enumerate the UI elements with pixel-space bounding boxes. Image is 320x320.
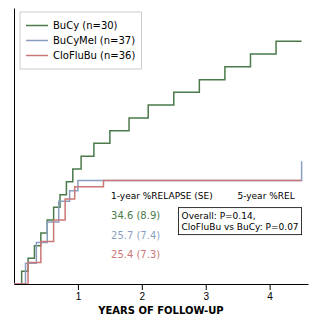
annotation: 34.6 (8.9): [111, 210, 160, 221]
annotation: 25.7 (7.4): [111, 230, 160, 241]
annotation-text: 25.4 (7.3): [111, 249, 160, 260]
legend-swatch: [26, 55, 48, 57]
legend-label: BuCy (n=30): [53, 20, 118, 31]
y-axis: [14, 9, 15, 285]
annotation-text: Overall: P=0.14,CloFluBu vs BuCy: P=0.07: [182, 211, 299, 232]
annotation-text: 34.6 (8.9): [111, 210, 160, 221]
x-axis-line: [15, 284, 309, 285]
legend-swatch: [26, 25, 48, 27]
plot: 1 2 3 4 BuCy (n=30) BuCyMel (n=37) CloFluBu (n…: [14, 9, 309, 303]
x-tick-mark: [78, 284, 79, 290]
series-line: [14, 161, 302, 284]
legend-label: CloFluBu (n=36): [53, 50, 135, 61]
annotation: 5-year %REL: [237, 191, 294, 201]
legend-box: [20, 12, 141, 69]
y-axis-line: [14, 9, 15, 285]
x-tick-mark: [206, 284, 207, 290]
x-tick-mark: [270, 284, 271, 290]
series-line: [14, 181, 302, 285]
annotation: 1-year %RELAPSE (SE): [111, 191, 213, 201]
series-group: [14, 41, 302, 284]
x-axis-title: YEARS OF FOLLOW-UP: [97, 305, 223, 316]
x-tick-mark: [142, 284, 143, 290]
annotations: 1-year %RELAPSE (SE) 5-year %REL 34.6 (8.9…: [111, 191, 302, 260]
annotation: Overall: P=0.14,CloFluBu vs BuCy: P=0.07: [179, 208, 302, 235]
annotation-text: 1-year %RELAPSE (SE): [111, 191, 213, 201]
x-tick-label: 3: [203, 291, 209, 302]
annotation-text: 5-year %REL: [237, 191, 294, 201]
x-axis: 1 2 3 4: [15, 284, 309, 302]
legend-swatch: [26, 40, 48, 42]
x-tick: 2: [140, 284, 146, 302]
series-line: [14, 41, 302, 284]
x-tick: 3: [203, 284, 209, 302]
annotation-text: 25.7 (7.4): [111, 230, 160, 241]
x-tick: 1: [76, 284, 82, 302]
x-tick-label: 2: [140, 291, 146, 302]
legend-label: BuCyMel (n=37): [53, 35, 135, 46]
annotation: 25.4 (7.3): [111, 249, 160, 260]
chart: 1 2 3 4 BuCy (n=30) BuCyMel (n=37) CloFluBu (n…: [0, 0, 320, 320]
x-tick: 4: [267, 284, 273, 302]
legend: BuCy (n=30) BuCyMel (n=37) CloFluBu (n=36): [20, 12, 141, 69]
x-tick-label: 1: [76, 291, 82, 302]
annotation-box: [179, 208, 302, 235]
x-tick-label: 4: [267, 291, 273, 302]
